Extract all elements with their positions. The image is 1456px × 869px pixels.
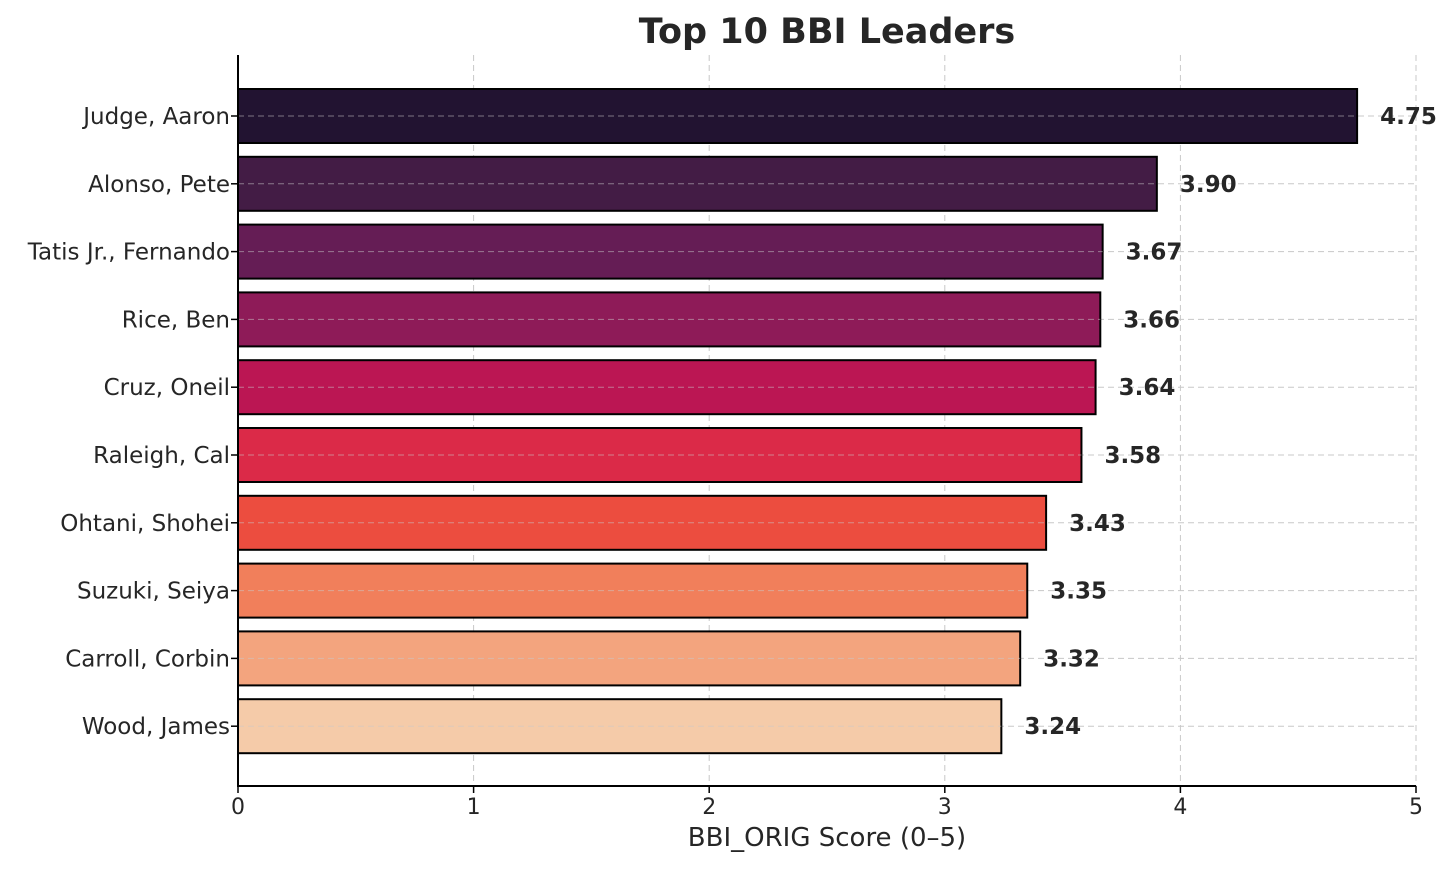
category-label: Suzuki, Seiya: [77, 579, 230, 605]
x-tick-labels: 0 1 2 3 4 5: [231, 795, 1423, 820]
value-label: 3.64: [1119, 375, 1176, 401]
x-tick-label: 4: [1173, 795, 1187, 820]
value-label: 3.24: [1024, 714, 1081, 740]
bar: [237, 359, 1097, 416]
category-label: Ohtani, Shohei: [60, 511, 230, 537]
category-label: Carroll, Corbin: [65, 646, 230, 672]
category-label: Raleigh, Cal: [93, 443, 230, 469]
value-label: 3.90: [1180, 172, 1237, 198]
axes: [231, 55, 1417, 793]
category-label: Wood, James: [82, 714, 230, 740]
category-label: Rice, Ben: [122, 307, 230, 333]
x-tick-label: 0: [231, 795, 245, 820]
x-axis-label: BBI_ORIG Score (0–5): [688, 823, 966, 853]
x-tick-label: 1: [467, 795, 481, 820]
value-label: 3.35: [1050, 579, 1107, 605]
x-tick-label: 3: [938, 795, 952, 820]
value-label: 3.32: [1043, 646, 1100, 672]
y-tick-labels: Judge, Aaron Alonso, Pete Tatis Jr., Ferna…: [27, 104, 230, 740]
category-label: Judge, Aaron: [81, 104, 230, 130]
x-tick-label: 5: [1409, 795, 1423, 820]
value-label: 3.66: [1123, 307, 1180, 333]
value-label: 3.67: [1126, 240, 1183, 266]
category-label: Alonso, Pete: [88, 172, 230, 198]
value-label: 3.43: [1069, 511, 1126, 537]
value-labels: 4.75 3.90 3.67 3.66 3.64 3.58 3.43 3.35 3.32 3.24: [1024, 104, 1437, 740]
category-label: Cruz, Oneil: [104, 375, 230, 401]
chart-title: Top 10 BBI Leaders: [639, 12, 1016, 52]
category-label: Tatis Jr., Fernando: [27, 240, 230, 266]
value-label: 4.75: [1380, 104, 1437, 130]
grid-lines: [238, 55, 1417, 786]
x-tick-label: 2: [702, 795, 716, 820]
value-label: 3.58: [1104, 443, 1161, 469]
